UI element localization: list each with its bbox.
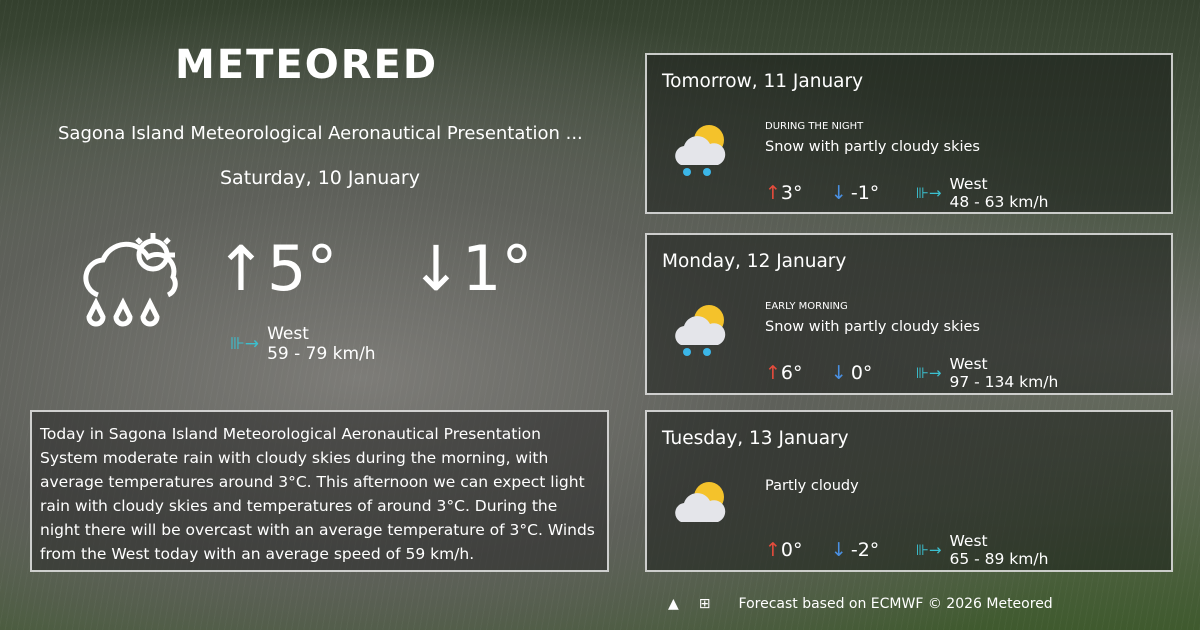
windows-icon[interactable]: ⊞ bbox=[698, 596, 711, 612]
location-name: Sagona Island Meteorological Aeronautica… bbox=[58, 123, 583, 144]
forecast-max: 0° bbox=[780, 539, 803, 561]
arrow-down-icon: ↓ bbox=[830, 362, 847, 384]
meteored-logo[interactable]: METEORED bbox=[175, 42, 439, 88]
android-icon[interactable]: ▲ bbox=[668, 596, 679, 612]
wind-direction: West bbox=[949, 175, 988, 193]
arrow-up-icon: ↑ bbox=[765, 539, 781, 561]
wind-speed: 59 - 79 km/h bbox=[267, 344, 376, 364]
forecast-min: -1° bbox=[850, 182, 880, 204]
forecast-day-title: Monday, 12 January bbox=[662, 251, 847, 272]
wind-icon: ⊪→ bbox=[230, 334, 260, 354]
footer: ▲ ⊞ Forecast based on ECMWF © 2026 Meteor… bbox=[668, 596, 1053, 612]
forecast-min: 0° bbox=[850, 362, 873, 384]
today-date: Saturday, 10 January bbox=[220, 167, 420, 189]
wind-speed: 65 - 89 km/h bbox=[949, 550, 1049, 568]
wind-icon: ⊪→ bbox=[915, 364, 942, 382]
forecast-card[interactable]: Tuesday, 13 January Partly cloudy ↑ 0° ↓ -… bbox=[645, 410, 1173, 572]
snow-partly-cloudy-icon bbox=[675, 305, 726, 356]
footer-credit: Forecast based on ECMWF © 2026 Meteored bbox=[738, 596, 1053, 612]
arrow-up-icon: ↑ bbox=[765, 182, 781, 204]
forecast-card[interactable]: Tomorrow, 11 January DURING THE NIGHT Sn… bbox=[645, 53, 1173, 214]
forecast-condition: Snow with partly cloudy skies bbox=[765, 319, 980, 335]
forecast-max: 6° bbox=[780, 362, 803, 384]
forecast-min: -2° bbox=[850, 539, 880, 561]
forecast-day-title: Tuesday, 13 January bbox=[662, 428, 849, 449]
today-wind: ⊪→ West 59 - 79 km/h bbox=[230, 324, 376, 364]
wind-icon: ⊪→ bbox=[915, 184, 942, 202]
rain-cloud-sun-icon bbox=[83, 233, 178, 327]
partly-cloudy-icon bbox=[675, 482, 726, 522]
wind-icon: ⊪→ bbox=[915, 541, 942, 559]
today-description: Today in Sagona Island Meteorological Ae… bbox=[30, 410, 609, 572]
today-max-temp: ↑5° bbox=[215, 232, 338, 305]
forecast-max: 3° bbox=[780, 182, 803, 204]
arrow-down-icon: ↓ bbox=[830, 182, 847, 204]
today-min-temp: ↓1° bbox=[410, 232, 533, 305]
wind-direction: West bbox=[949, 532, 988, 550]
forecast-card[interactable]: Monday, 12 January EARLY MORNING Snow wi… bbox=[645, 233, 1173, 395]
wind-direction: West bbox=[949, 355, 988, 373]
forecast-condition: Partly cloudy bbox=[765, 478, 859, 494]
arrow-down-icon: ↓ bbox=[830, 539, 847, 561]
wind-speed: 48 - 63 km/h bbox=[949, 193, 1049, 211]
forecast-day-title: Tomorrow, 11 January bbox=[662, 71, 864, 92]
wind-direction: West bbox=[267, 324, 309, 344]
forecast-period: DURING THE NIGHT bbox=[765, 121, 864, 132]
snow-partly-cloudy-icon bbox=[675, 125, 726, 176]
forecast-condition: Snow with partly cloudy skies bbox=[765, 139, 980, 155]
forecast-period: EARLY MORNING bbox=[765, 301, 848, 312]
wind-speed: 97 - 134 km/h bbox=[949, 373, 1059, 391]
arrow-up-icon: ↑ bbox=[765, 362, 781, 384]
